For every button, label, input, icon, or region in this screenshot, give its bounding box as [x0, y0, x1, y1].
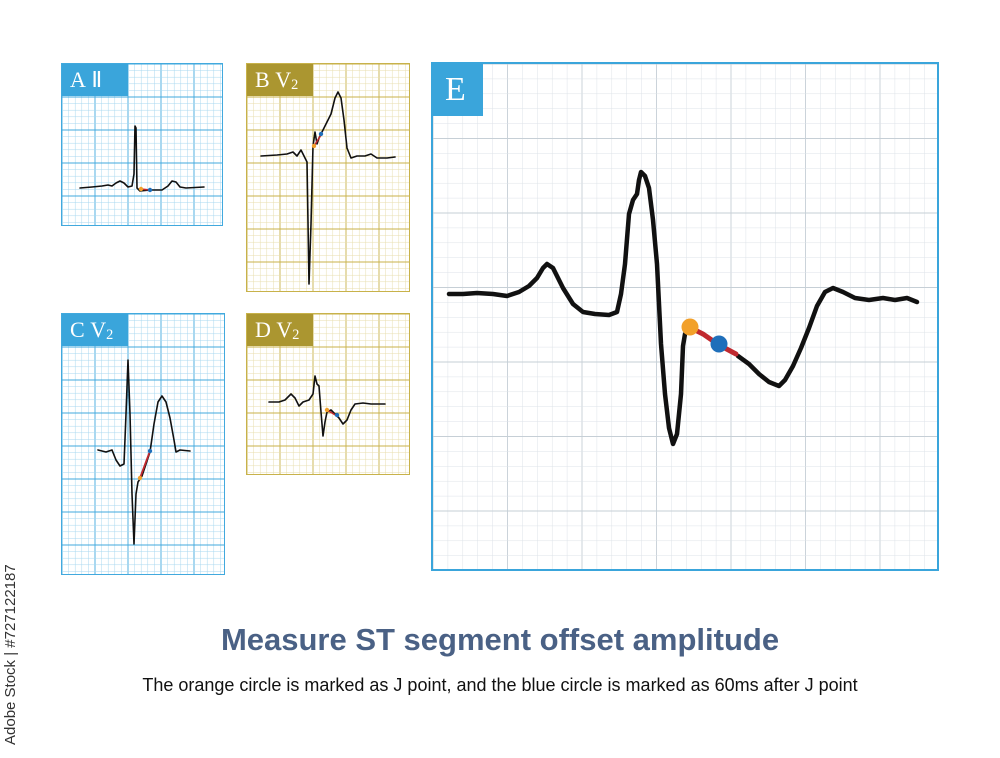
ecg-panel-a: A Ⅱ	[61, 63, 223, 226]
panel-a-label: A Ⅱ	[62, 64, 128, 96]
ecg-trace	[735, 285, 920, 389]
ecg-grid-c	[62, 314, 224, 574]
j-point-marker	[311, 143, 317, 149]
j60-point-marker	[334, 412, 340, 418]
j60-point-marker	[710, 335, 728, 353]
panel-b-lead: V	[275, 67, 292, 92]
ecg-grid-e	[433, 64, 937, 569]
panel-b-lead-sub: 2	[291, 76, 299, 93]
panel-e-label: E	[433, 64, 483, 116]
j60-point-marker	[147, 187, 153, 193]
ecg-trace	[446, 169, 688, 447]
figure-title: Measure ST segment offset amplitude	[220, 622, 780, 657]
panel-c-lead-sub: 2	[106, 326, 114, 343]
panel-a-letter: A	[70, 67, 86, 92]
grid-lines	[433, 64, 937, 569]
panel-d-letter: D	[255, 317, 271, 342]
j-point-marker	[681, 318, 699, 336]
panel-d-lead-sub: 2	[292, 326, 300, 343]
ecg-grid-b	[247, 64, 409, 291]
ecg-trace	[268, 375, 386, 437]
j-point-marker	[138, 186, 144, 192]
j-point-marker	[324, 407, 330, 413]
ecg-trace	[97, 359, 191, 545]
stock-id-text: Adobe Stock | #727122187	[2, 564, 19, 745]
panel-d-lead: V	[276, 317, 293, 342]
panel-e-letter: E	[445, 71, 466, 108]
j60-point-marker	[318, 131, 324, 137]
figure-subtitle: The orange circle is marked as J point, …	[142, 675, 858, 695]
ecg-trace	[79, 125, 205, 192]
ecg-panel-e: E	[431, 62, 939, 571]
j60-point-marker	[147, 448, 153, 454]
grid-lines	[62, 314, 224, 574]
grid-lines	[247, 64, 409, 291]
j-point-marker	[137, 475, 143, 481]
st-segment	[139, 450, 151, 479]
panel-c-letter: C	[70, 317, 85, 342]
panel-c-lead: V	[90, 317, 107, 342]
panel-a-lead: Ⅱ	[91, 67, 103, 92]
panel-b-letter: B	[255, 67, 270, 92]
